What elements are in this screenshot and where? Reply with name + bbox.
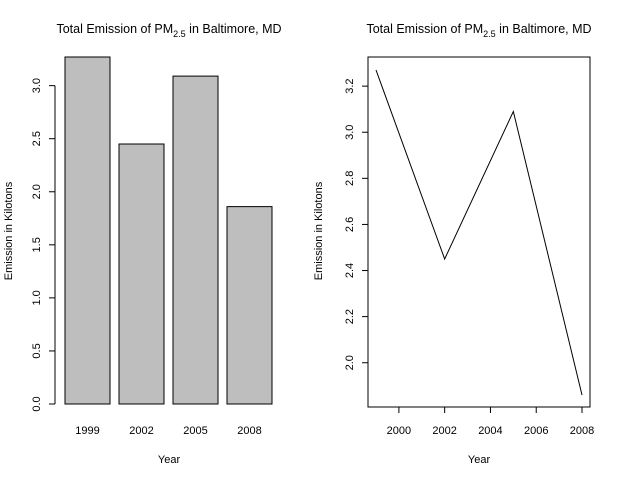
line-chart-x-tick-label: 2008 — [570, 425, 594, 437]
line-chart-series-line — [375, 69, 583, 396]
bar — [172, 75, 219, 405]
bar — [64, 56, 111, 405]
bar — [118, 143, 165, 405]
line-chart-y-axis-label: Emission in Kilotons — [313, 181, 325, 280]
bar-chart-y-tick-label: 1.5 — [31, 237, 43, 252]
line-chart-title-subscript: 2.5 — [483, 29, 496, 39]
bar-chart-title: Total Emission of PM2.5 in Baltimore, MD — [56, 22, 281, 39]
line-chart-y-tick-label: 3.2 — [344, 78, 356, 93]
bar — [226, 206, 273, 405]
line-chart-x-axis: 2000 2002 2004 2006 2008 — [387, 407, 594, 437]
line-chart-x-tick-label: 2002 — [432, 425, 456, 437]
bar-chart-y-tick-label: 0.5 — [31, 343, 43, 358]
line-chart-y-tick-label: 2.0 — [344, 355, 356, 370]
line-chart-series — [375, 69, 583, 396]
line-chart-y-tick-label: 2.4 — [344, 263, 356, 278]
line-chart-y-tick-label: 3.0 — [344, 125, 356, 140]
bar-chart-x-tick-label: 2008 — [237, 425, 261, 437]
line-chart-title-main: Total Emission of PM — [366, 22, 483, 36]
line-chart-panel: Total Emission of PM2.5 in Baltimore, MD… — [313, 22, 594, 466]
bar-chart-y-tick-label: 0.0 — [31, 396, 43, 411]
line-chart-x-tick-label: 2000 — [387, 425, 411, 437]
line-chart-y-tick-label: 2.6 — [344, 217, 356, 232]
line-chart-plot-frame — [367, 56, 591, 408]
bar-chart-title-main: Total Emission of PM — [56, 22, 173, 36]
bar-chart-y-tick-label: 2.0 — [31, 184, 43, 199]
bar-chart-x-axis-label: Year — [158, 454, 181, 466]
line-chart-title: Total Emission of PM2.5 in Baltimore, MD — [366, 22, 591, 39]
line-chart-x-tick-label: 2004 — [478, 425, 502, 437]
line-chart-y-tick-label: 2.8 — [344, 171, 356, 186]
bar-chart-x-tick-labels: 1999 2002 2005 2008 — [75, 425, 261, 437]
bar-chart-bars — [64, 56, 273, 405]
line-chart-y-tick-label: 2.2 — [344, 309, 356, 324]
bar-chart-x-tick-label: 2002 — [129, 425, 153, 437]
bar-chart-title-subscript: 2.5 — [173, 29, 186, 39]
bar-chart-y-tick-label: 1.0 — [31, 290, 43, 305]
line-chart-x-tick-label: 2006 — [524, 425, 548, 437]
bar-chart-y-tick-label: 2.5 — [31, 131, 43, 146]
bar-chart-y-tick-label: 3.0 — [31, 78, 43, 93]
bar-chart-x-tick-label: 1999 — [75, 425, 99, 437]
bar-chart-title-suffix: in Baltimore, MD — [186, 22, 282, 36]
line-chart-x-axis-label: Year — [468, 454, 491, 466]
bar-chart-panel: Total Emission of PM2.5 in Baltimore, MD… — [3, 22, 282, 466]
line-chart-title-suffix: in Baltimore, MD — [496, 22, 592, 36]
bar-chart-x-tick-label: 2005 — [183, 425, 207, 437]
line-chart-y-axis: 2.0 2.2 2.4 2.6 2.8 3.0 3.2 — [344, 78, 368, 370]
bar-chart-y-axis: 0.0 0.5 1.0 1.5 2.0 2.5 3.0 — [31, 78, 56, 412]
bar-chart-y-axis-label: Emission in Kilotons — [3, 181, 15, 280]
